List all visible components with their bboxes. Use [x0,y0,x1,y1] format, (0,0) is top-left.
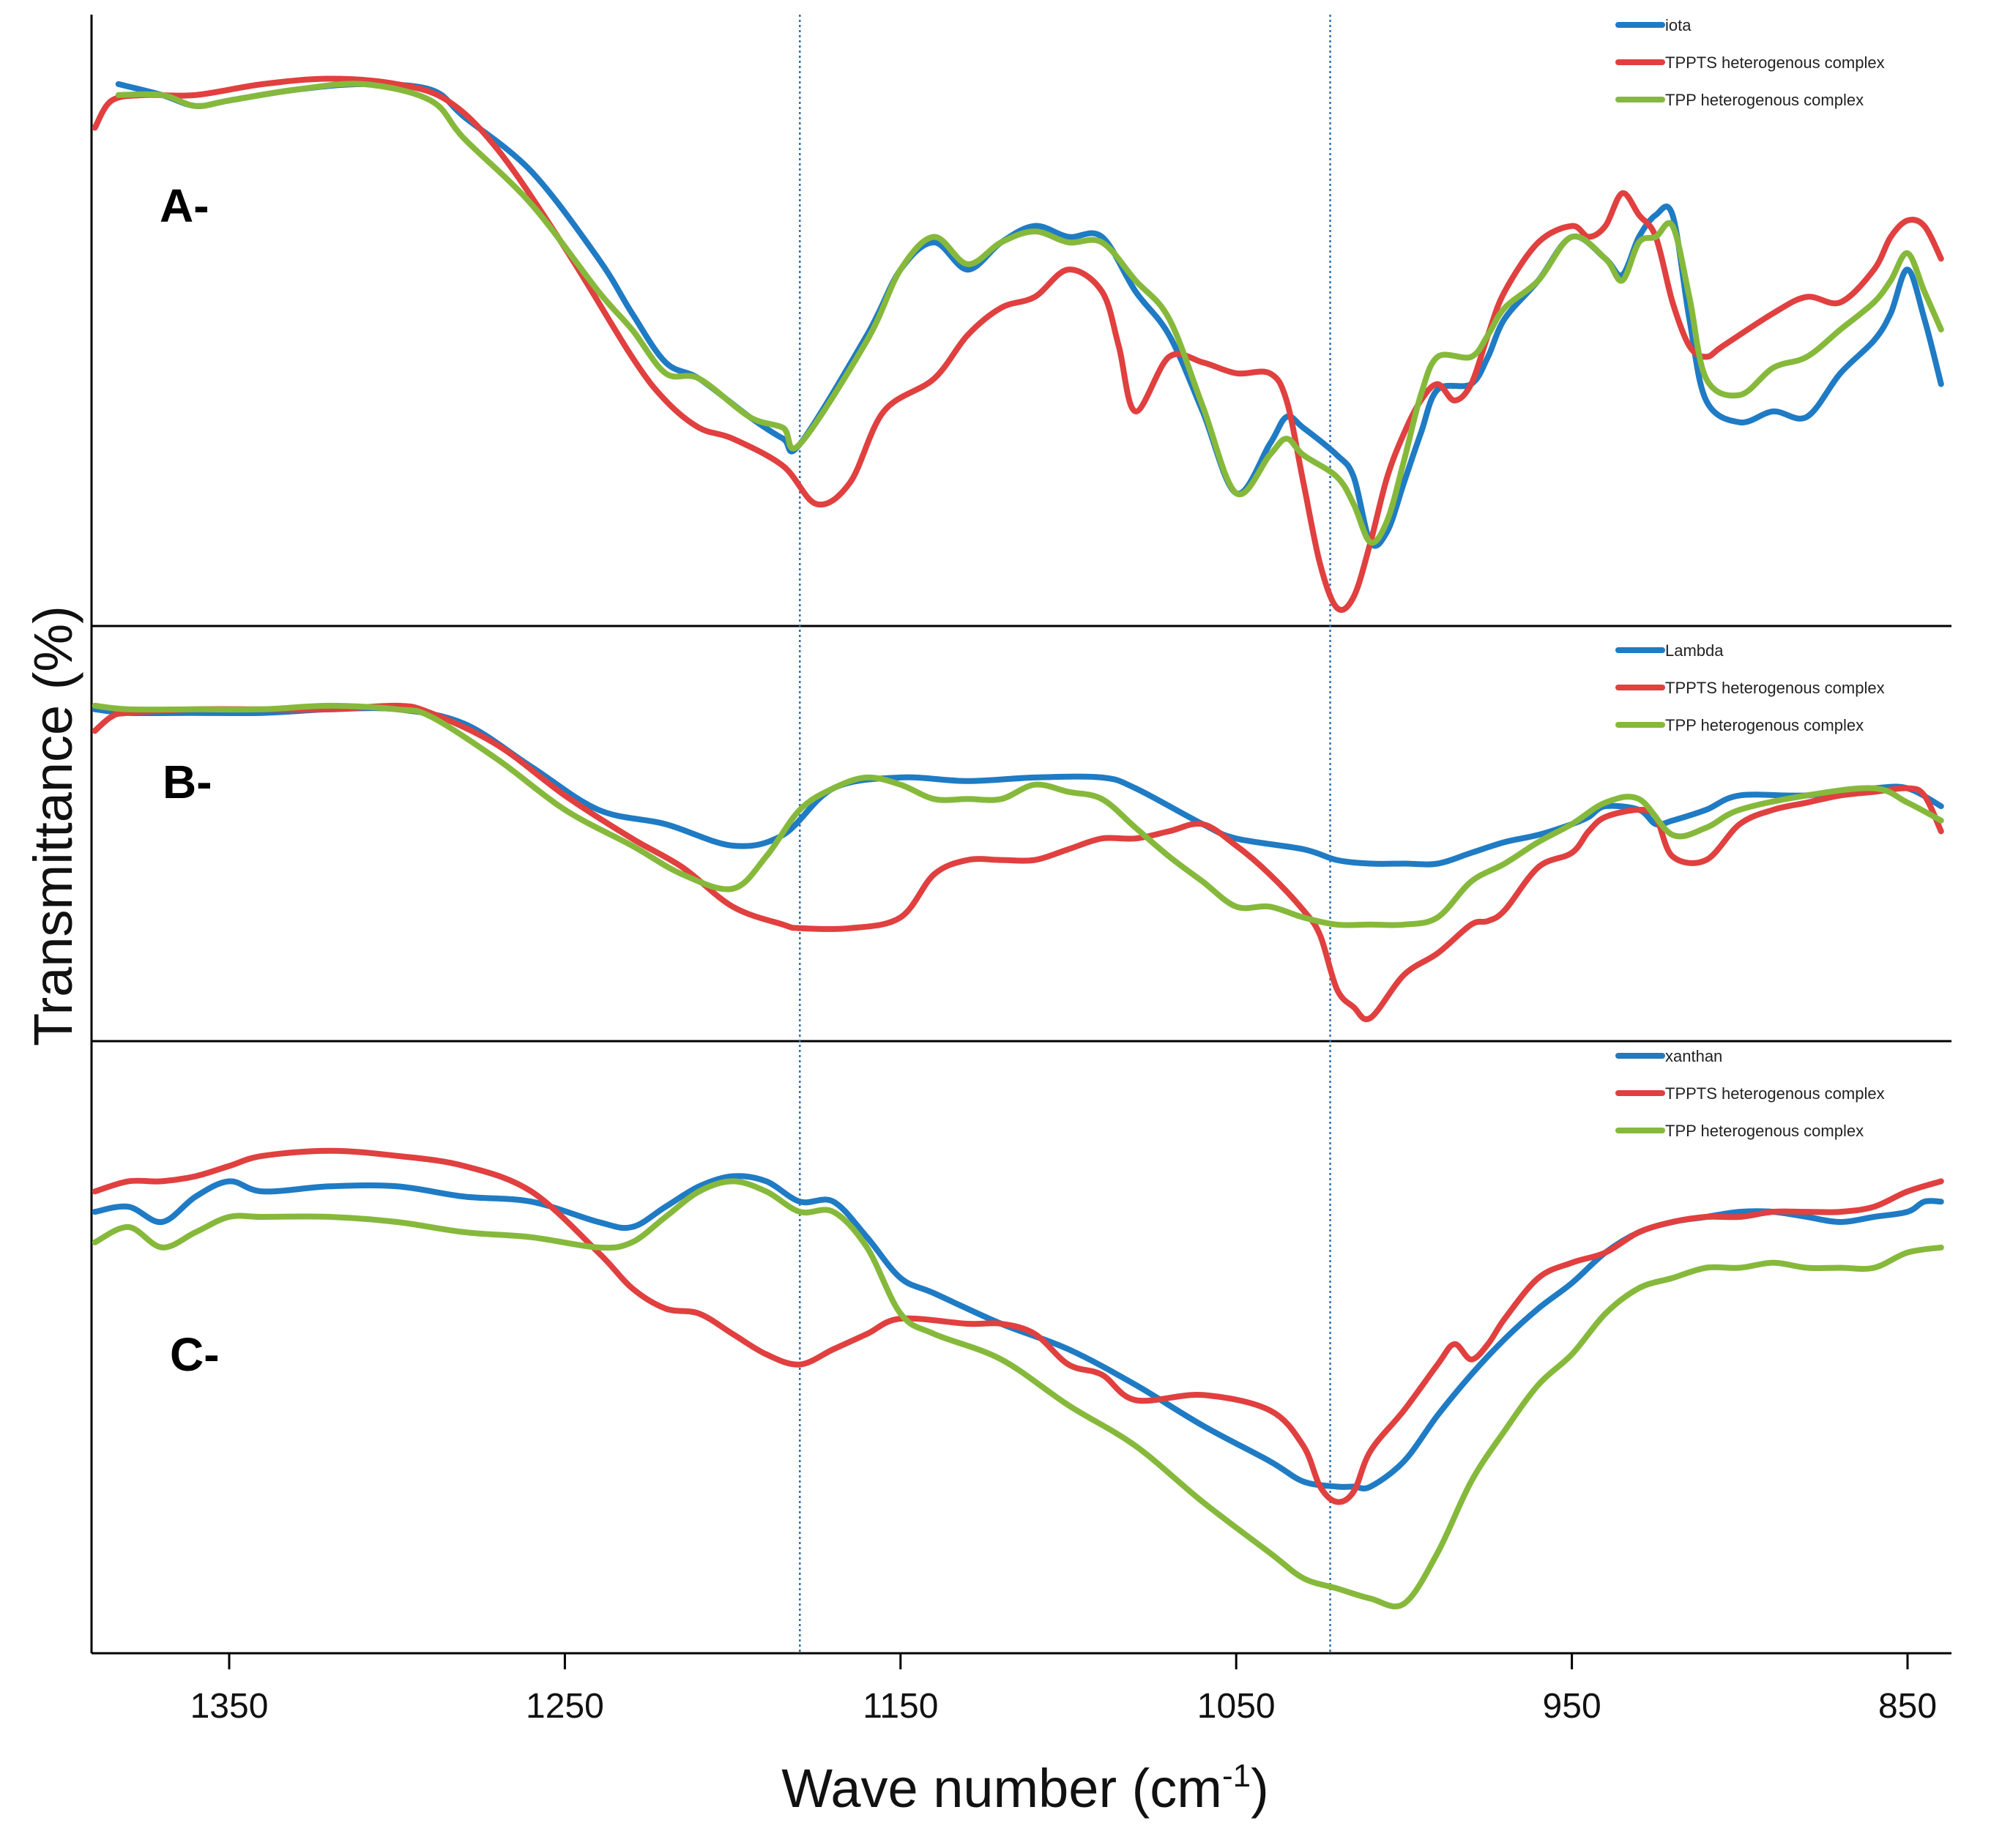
series-line-iota [115,81,1944,549]
series-line-tpp-heterogenous-complex [115,81,1944,546]
legend-panel-c: xanthan TPPTS heterogenous complex TPP het… [1615,1047,1885,1140]
x-tick-label: 950 [1543,1687,1601,1726]
x-axis-title-main: Wave number (cm [781,1758,1222,1819]
legend-panel-a: iota TPPTS heterogenous complex TPP hetero… [1615,16,1885,109]
legend-label: iota [1665,16,1692,34]
x-tick-label: 1250 [526,1687,604,1726]
legend-panel-b: Lambda TPPTS heterogenous complex TPP hete… [1615,641,1885,734]
x-axis-title: Wave number (cm-1) [781,1758,1269,1819]
x-tick-label: 1150 [863,1687,938,1726]
x-ticks: 1350 1250 1150 1050 950 850 [190,1653,1937,1726]
reference-lines [799,15,1331,1653]
legend-label: Lambda [1665,641,1724,660]
series-line-tppts-heterogenous-complex [92,75,1944,613]
panel-b [92,702,1944,1022]
y-axis-title: Transmittance (%) [23,606,83,1046]
x-tick-label: 850 [1878,1687,1937,1726]
panel-c [92,1147,1944,1610]
series-line-tpp-heterogenous-complex [92,702,1944,928]
panel-label-b: B- [163,756,212,808]
legend-label: TPPTS heterogenous complex [1665,679,1885,697]
legend-label: TPP heterogenous complex [1665,1122,1864,1140]
series-line-tppts-heterogenous-complex [92,702,1944,1022]
panel-label-c: C- [170,1328,220,1381]
series-layer [92,75,1944,1610]
legend-label: TPPTS heterogenous complex [1665,53,1885,72]
series-line-tpp-heterogenous-complex [92,1178,1944,1610]
legend-label: TPPTS heterogenous complex [1665,1084,1885,1103]
panel-label-a: A- [160,179,209,232]
panel-a [92,75,1944,613]
legend-label: TPP heterogenous complex [1665,716,1864,734]
x-axis-title-close: ) [1251,1758,1269,1819]
x-axis-title-sup: -1 [1222,1758,1251,1794]
legend-label: xanthan [1665,1047,1722,1065]
legend-label: TPP heterogenous complex [1665,91,1864,109]
x-tick-label: 1050 [1197,1687,1276,1726]
series-line-tppts-heterogenous-complex [92,1147,1944,1505]
x-tick-label: 1350 [190,1687,269,1726]
legends: iota TPPTS heterogenous complex TPP hetero… [1615,16,1885,1140]
